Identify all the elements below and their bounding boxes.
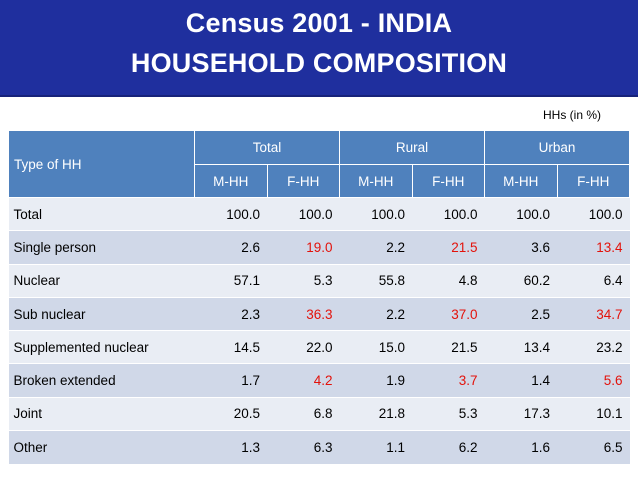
table-cell: 100.0	[412, 196, 485, 231]
table-row: Broken extended 1.7 4.2 1.9 3.7 1.4 5.6	[8, 363, 630, 398]
title-bar: Census 2001 - INDIA HOUSEHOLD COMPOSITIO…	[0, 0, 638, 97]
table-cell: 1.7	[194, 363, 267, 398]
slide-subtitle: HOUSEHOLD COMPOSITION	[130, 48, 508, 78]
table-row: Joint 20.5 6.8 21.8 5.3 17.3 10.1	[8, 396, 630, 431]
table-cell: 100.0	[267, 196, 340, 231]
row-label: Total	[8, 196, 195, 231]
table-row: Supplemented nuclear 14.5 22.0 15.0 21.5…	[8, 330, 630, 364]
subheader-f-hh: F-HH	[266, 164, 340, 198]
table-cell-highlighted: 5.6	[557, 363, 630, 398]
table-cell: 20.5	[194, 396, 267, 431]
row-label: Other	[8, 430, 195, 464]
table-cell: 1.6	[484, 430, 557, 464]
table-cell-highlighted: 19.0	[267, 230, 340, 265]
table-row: Single person 2.6 19.0 2.2 21.5 3.6 13.4	[8, 230, 630, 265]
subheader-f-hh: F-HH	[556, 164, 630, 198]
table-cell: 5.3	[267, 263, 340, 298]
table-cell: 5.3	[412, 396, 485, 431]
row-label: Joint	[8, 396, 195, 431]
table-cell: 55.8	[339, 263, 412, 298]
group-header-rural: Rural	[339, 130, 485, 165]
unit-note: HHs (in %)	[542, 108, 601, 122]
table-row: Other 1.3 6.3 1.1 6.2 1.6 6.5	[8, 430, 630, 464]
table-cell-highlighted: 13.4	[557, 230, 630, 265]
row-label: Broken extended	[8, 363, 195, 398]
subheader-m-hh: M-HH	[339, 164, 413, 198]
table-cell: 6.8	[267, 396, 340, 431]
table-cell: 1.9	[339, 363, 412, 398]
table-cell: 15.0	[339, 330, 412, 364]
table-cell: 22.0	[267, 330, 340, 364]
group-header-total: Total	[194, 130, 340, 165]
table-cell: 10.1	[557, 396, 630, 431]
table-cell: 6.4	[557, 263, 630, 298]
table-cell: 100.0	[339, 196, 412, 231]
table-row: Sub nuclear 2.3 36.3 2.2 37.0 2.5 34.7	[8, 296, 630, 331]
table-cell: 57.1	[194, 263, 267, 298]
table-row: Total 100.0 100.0 100.0 100.0 100.0 100.…	[8, 196, 630, 231]
table-cell-highlighted: 36.3	[267, 296, 340, 331]
table-cell: 6.3	[267, 430, 340, 464]
table-cell: 1.4	[484, 363, 557, 398]
table-cell-highlighted: 37.0	[412, 296, 485, 331]
table-cell: 6.5	[557, 430, 630, 464]
table-cell: 100.0	[194, 196, 267, 231]
table-cell: 6.2	[412, 430, 485, 464]
slide-title: Census 2001 - INDIA	[185, 8, 453, 38]
subheader-m-hh: M-HH	[484, 164, 558, 198]
row-label: Sub nuclear	[8, 296, 195, 331]
table-cell: 100.0	[557, 196, 630, 231]
table-cell: 2.5	[484, 296, 557, 331]
row-label: Single person	[8, 230, 195, 265]
table-cell: 23.2	[557, 330, 630, 364]
table-cell-highlighted: 34.7	[557, 296, 630, 331]
subheader-m-hh: M-HH	[194, 164, 268, 198]
table-cell: 14.5	[194, 330, 267, 364]
table-cell: 21.5	[412, 330, 485, 364]
household-composition-table: Type of HH Total Rural Urban M-HH F-HH M…	[8, 130, 630, 464]
table-cell: 1.1	[339, 430, 412, 464]
table-cell: 2.2	[339, 230, 412, 265]
table-cell: 2.2	[339, 296, 412, 331]
table-cell: 2.6	[194, 230, 267, 265]
table-cell: 4.8	[412, 263, 485, 298]
subheader-f-hh: F-HH	[411, 164, 485, 198]
table-cell: 3.6	[484, 230, 557, 265]
row-label: Nuclear	[8, 263, 195, 298]
table-cell: 13.4	[484, 330, 557, 364]
table-row: Nuclear 57.1 5.3 55.8 4.8 60.2 6.4	[8, 263, 630, 298]
table-cell: 60.2	[484, 263, 557, 298]
row-label: Supplemented nuclear	[8, 330, 195, 364]
table-cell: 2.3	[194, 296, 267, 331]
table-cell: 17.3	[484, 396, 557, 431]
table-cell: 1.3	[194, 430, 267, 464]
table-cell-highlighted: 3.7	[412, 363, 485, 398]
table-cell: 100.0	[484, 196, 557, 231]
table-cell-highlighted: 4.2	[267, 363, 340, 398]
table-cell: 21.8	[339, 396, 412, 431]
table-cell-highlighted: 21.5	[412, 230, 485, 265]
type-of-hh-header: Type of HH	[8, 130, 195, 198]
group-header-urban: Urban	[484, 130, 630, 165]
